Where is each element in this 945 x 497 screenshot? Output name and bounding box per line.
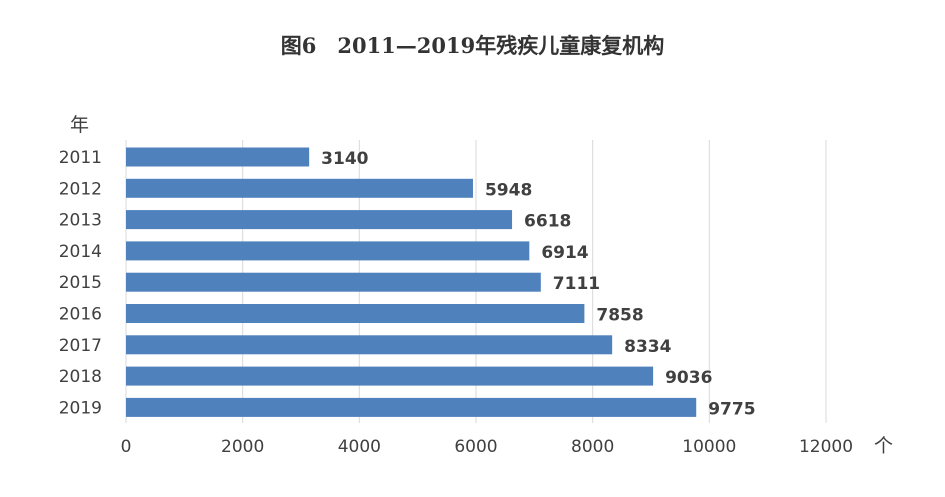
- bar: [126, 147, 310, 167]
- y-tick-label: 2016: [59, 305, 102, 325]
- x-tick-label: 0: [121, 437, 132, 457]
- data-label: 7111: [553, 274, 600, 294]
- data-label: 6914: [541, 243, 588, 263]
- data-label: 3140: [321, 149, 368, 169]
- bar: [126, 272, 541, 292]
- x-tick-label: 8000: [571, 437, 614, 457]
- y-tick-label: 2012: [59, 179, 102, 199]
- x-tick-label: 4000: [338, 437, 381, 457]
- bar: [126, 366, 654, 386]
- bar: [126, 210, 513, 230]
- y-tick-label: 2018: [59, 367, 102, 387]
- x-tick-label: 2000: [221, 437, 264, 457]
- y-tick-label: 2011: [59, 148, 102, 168]
- x-tick-label: 6000: [454, 437, 497, 457]
- chart-title: 图6 2011—2019年残疾儿童康复机构: [280, 33, 665, 58]
- bar: [126, 241, 530, 261]
- bar: [126, 335, 613, 355]
- data-label: 9036: [665, 368, 712, 388]
- bar: [126, 178, 473, 198]
- data-label: 8334: [624, 337, 671, 357]
- x-tick-label: 12000: [799, 437, 853, 457]
- data-label: 7858: [596, 306, 643, 326]
- bar: [126, 304, 585, 323]
- y-tick-label: 2019: [59, 398, 102, 418]
- y-axis-label: 年: [70, 114, 89, 136]
- x-axis-label: 个: [874, 435, 893, 457]
- bar: [126, 397, 697, 417]
- y-tick-label: 2013: [59, 211, 102, 231]
- y-tick-label: 2014: [59, 242, 102, 262]
- y-tick-label: 2015: [59, 273, 102, 293]
- y-tick-label: 2017: [59, 336, 102, 356]
- data-label: 5948: [485, 180, 532, 200]
- data-label: 9775: [708, 399, 755, 419]
- x-tick-label: 10000: [682, 437, 736, 457]
- data-label: 6618: [524, 212, 571, 232]
